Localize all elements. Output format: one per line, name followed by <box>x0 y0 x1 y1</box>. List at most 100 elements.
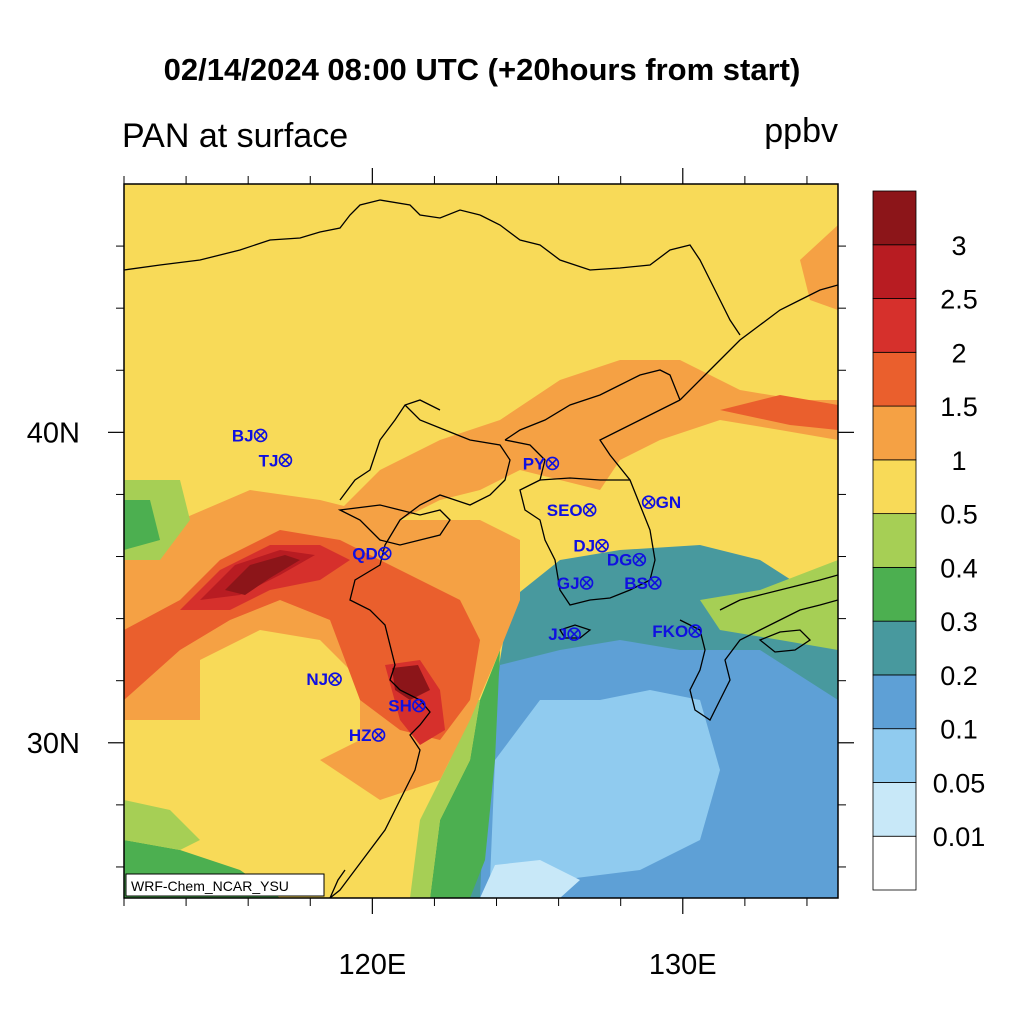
colorbar-swatch <box>872 728 917 783</box>
station-cross <box>255 430 266 441</box>
station-qd: QD <box>352 544 392 563</box>
coastline-china-east <box>329 404 511 898</box>
station-marker-icon <box>328 672 342 686</box>
station-marker-icon <box>253 428 268 443</box>
station-py: PY <box>523 454 560 473</box>
station-label: SEO <box>547 501 583 520</box>
coastline-shandong <box>337 504 451 546</box>
colorbar-label: 0.1 <box>940 715 978 745</box>
colorbar-label: 0.5 <box>940 500 978 530</box>
colorbar-swatch <box>872 782 917 837</box>
station-label: BJ <box>232 426 254 445</box>
station-cross <box>414 700 424 711</box>
border-china-russia <box>479 214 741 336</box>
station-label: DG <box>607 551 633 570</box>
station-bj: BJ <box>232 426 268 445</box>
colorbar-label: 1.5 <box>940 392 978 422</box>
station-marker-icon <box>632 552 647 567</box>
colorbar-swatch <box>872 566 917 622</box>
coastline-taiwan <box>329 869 346 898</box>
field-region-0.05 <box>490 690 720 880</box>
station-cross <box>634 554 645 565</box>
field-region-over-3 <box>225 555 300 595</box>
coastline-korea <box>504 399 681 606</box>
station-hz: HZ <box>349 726 386 745</box>
station-cross <box>584 505 595 515</box>
colorbar-swatch <box>872 620 917 676</box>
colorbar-label: 0.2 <box>940 661 978 691</box>
station-marker-icon <box>371 728 386 742</box>
station-dj: DJ <box>573 537 609 556</box>
station-markers: BJ TJ PY SEO GN QD DJ DG GJ BS JJ FKO NJ SH HZ <box>232 426 703 745</box>
station-label: GJ <box>557 574 580 593</box>
station-bs: BS <box>624 574 662 593</box>
coastline-shikoku <box>758 629 812 653</box>
station-marker-icon <box>545 456 560 471</box>
colorbar-label: 0.05 <box>933 768 986 798</box>
station-cross <box>690 626 700 636</box>
station-cross <box>280 455 291 466</box>
station-marker-icon <box>567 627 581 641</box>
station-marker-icon <box>278 453 293 468</box>
coastline-russia <box>679 284 838 401</box>
station-cross <box>547 458 558 469</box>
colorbar-label: 0.4 <box>940 553 978 583</box>
station-cross <box>581 578 592 588</box>
station-marker-icon <box>412 698 426 713</box>
station-label: PY <box>523 454 546 473</box>
station-gj: GJ <box>557 574 594 593</box>
field-region-0.4-0.5-korea-japan <box>700 560 838 650</box>
station-label: QD <box>352 544 378 563</box>
station-label: NJ <box>306 670 328 689</box>
station-label: SH <box>388 697 412 716</box>
figure-title: 02/14/2024 08:00 UTC (+20hours from star… <box>164 52 801 87</box>
station-marker-icon <box>641 495 656 509</box>
field-region-0.4-south <box>430 650 500 898</box>
field-region-0.5-south <box>410 700 480 898</box>
station-cross <box>569 629 579 639</box>
field-region-1.5-2-northeast <box>720 395 838 430</box>
station-cross <box>597 540 607 551</box>
station-cross <box>643 497 654 507</box>
x-tick-label: 120E <box>338 949 406 981</box>
border-china-north-korea <box>504 369 681 441</box>
colorbar-swatch <box>872 244 917 299</box>
map-frame <box>123 183 839 899</box>
station-nj: NJ <box>306 670 342 689</box>
station-cross <box>650 578 660 588</box>
station-label: TJ <box>259 451 279 470</box>
station-label: GN <box>656 493 682 512</box>
colorbar-swatch <box>872 835 917 891</box>
coastline-japan-honshu <box>719 574 838 611</box>
border-dmz <box>539 477 630 481</box>
island-jeju <box>559 624 592 639</box>
colorbar-swatch <box>872 459 917 515</box>
station-sh: SH <box>388 697 426 716</box>
station-marker-icon <box>582 503 597 517</box>
map-panel: 120E 130E 40N 30N BJ TJ PY SEO GN QD DJ DG GJ BS JJ FK… <box>27 168 854 981</box>
model-credit: WRF-Chem_NCAR_YSU <box>125 873 325 897</box>
field-region-0.4-far-west <box>124 500 160 550</box>
station-marker-icon <box>595 538 609 553</box>
station-label: FKO <box>652 622 688 641</box>
station-jj: JJ <box>548 625 581 644</box>
colorbar: 0.01 0.05 0.1 0.2 0.3 0.4 0.5 1 1.5 2 2.5 3 <box>872 190 986 891</box>
station-marker-icon <box>688 624 703 638</box>
credit-box <box>125 873 325 897</box>
station-label: HZ <box>349 726 372 745</box>
variable-label: PAN at surface <box>122 117 348 155</box>
station-cross <box>379 548 390 559</box>
station-fko: FKO <box>652 622 703 641</box>
y-tick-label: 40N <box>27 417 80 449</box>
station-label: DJ <box>573 537 595 556</box>
station-cross <box>330 674 340 684</box>
coastlines-borders <box>124 199 838 898</box>
colorbar-label: 2.5 <box>940 285 978 315</box>
coastline-bohai <box>339 399 441 501</box>
border-china-mongolia <box>124 199 481 271</box>
colorbar-label: 2 <box>951 338 966 368</box>
station-seo: SEO <box>547 501 597 520</box>
colorbar-swatch <box>872 190 917 246</box>
field-region-1-1.5-top-right <box>800 225 838 310</box>
colorbar-swatch <box>872 674 917 730</box>
